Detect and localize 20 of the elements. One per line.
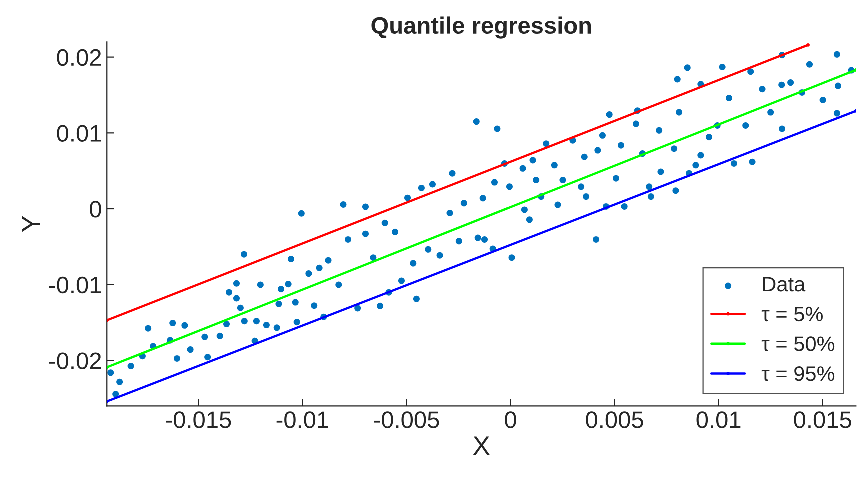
x-tick-label: 0.015 — [794, 412, 852, 428]
legend-label: τ = 95% — [762, 366, 835, 382]
y-tick-label: -0.02 — [50, 352, 102, 370]
legend-label: τ = 50% — [762, 336, 835, 352]
x-tick-label: -0.015 — [166, 412, 232, 428]
y-axis-title: Y — [22, 216, 40, 232]
y-tick-label: 0.01 — [57, 125, 102, 142]
y-tick-label: 0 — [90, 201, 102, 218]
x-tick-label: -0.005 — [374, 412, 440, 428]
legend-label: Data — [763, 277, 806, 292]
x-axis-title: X — [473, 436, 490, 455]
x-tick-label: 0.01 — [696, 412, 741, 428]
chart-title: Quantile regression — [372, 16, 592, 39]
point — [806, 43, 810, 47]
x-tick-label: 0.005 — [586, 412, 644, 428]
x-tick-label: 0 — [505, 412, 516, 428]
legend-label: τ = 5% — [762, 306, 823, 322]
y-tick-label: -0.01 — [50, 276, 102, 294]
x-tick-label: -0.01 — [276, 412, 328, 428]
y-tick-label: 0.02 — [57, 49, 102, 66]
